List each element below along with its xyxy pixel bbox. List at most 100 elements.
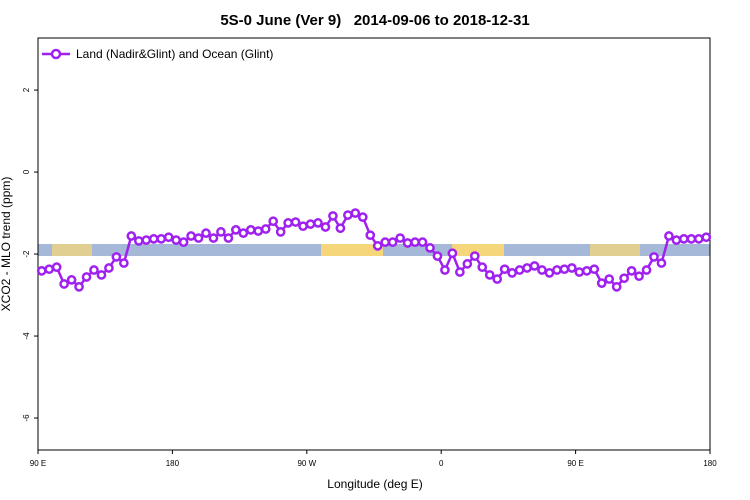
chart-title: 5S-0 June (Ver 9) 2014-09-06 to 2018-12-… bbox=[220, 12, 529, 29]
point bbox=[51, 262, 62, 273]
x-tick-label: 90 W bbox=[297, 459, 316, 468]
point bbox=[611, 281, 622, 292]
land-patch bbox=[52, 244, 92, 256]
y-tick-label: 2 bbox=[22, 87, 31, 92]
point bbox=[111, 252, 122, 262]
point bbox=[679, 234, 689, 244]
x-tick-label: 0 bbox=[439, 459, 444, 468]
point bbox=[81, 272, 92, 282]
point bbox=[574, 267, 585, 277]
point bbox=[529, 261, 540, 271]
point bbox=[477, 262, 488, 273]
point bbox=[455, 267, 465, 277]
point bbox=[260, 224, 271, 234]
point bbox=[432, 251, 443, 261]
point bbox=[447, 248, 458, 259]
x-tick-label: 90 E bbox=[30, 459, 46, 468]
point bbox=[186, 231, 196, 241]
point bbox=[417, 237, 428, 248]
point bbox=[499, 264, 510, 275]
point bbox=[440, 265, 450, 275]
point bbox=[96, 270, 107, 280]
point bbox=[641, 265, 652, 275]
legend-label: Land (Nadir&Glint) and Ocean (Glint) bbox=[76, 47, 273, 61]
y-tick-label: 0 bbox=[22, 169, 31, 174]
point bbox=[664, 231, 674, 241]
point bbox=[387, 237, 398, 248]
map-band bbox=[38, 244, 710, 256]
point bbox=[320, 222, 331, 232]
point bbox=[141, 235, 152, 245]
point bbox=[357, 212, 368, 222]
point bbox=[245, 225, 256, 235]
point bbox=[343, 210, 353, 220]
point bbox=[469, 251, 480, 261]
point bbox=[290, 217, 301, 227]
point bbox=[626, 266, 637, 276]
point bbox=[350, 208, 361, 218]
point bbox=[275, 227, 286, 237]
point bbox=[104, 263, 114, 273]
point bbox=[268, 216, 279, 227]
point bbox=[365, 230, 376, 241]
point bbox=[559, 264, 570, 275]
point bbox=[44, 264, 55, 275]
point bbox=[462, 259, 473, 269]
point bbox=[59, 279, 69, 289]
point bbox=[119, 258, 129, 268]
point bbox=[372, 240, 383, 251]
point bbox=[305, 219, 316, 229]
point bbox=[238, 228, 249, 238]
point bbox=[148, 234, 159, 244]
point bbox=[514, 265, 525, 275]
y-tick-label: -4 bbox=[22, 332, 31, 340]
point bbox=[126, 231, 137, 241]
point bbox=[89, 265, 99, 275]
point bbox=[671, 235, 682, 245]
point bbox=[313, 218, 323, 228]
point bbox=[567, 263, 577, 273]
point bbox=[619, 273, 629, 284]
point bbox=[74, 281, 84, 292]
point bbox=[686, 234, 697, 244]
point bbox=[171, 235, 181, 245]
land-patch bbox=[590, 244, 640, 256]
y-axis-label: XCO2 - MLO trend (ppm) bbox=[0, 177, 13, 312]
point bbox=[193, 233, 204, 243]
point bbox=[231, 225, 241, 235]
point bbox=[380, 237, 391, 248]
point bbox=[208, 233, 219, 243]
point bbox=[66, 275, 77, 285]
point bbox=[402, 238, 413, 248]
point bbox=[216, 227, 226, 237]
point bbox=[156, 234, 167, 244]
point bbox=[410, 237, 420, 248]
point bbox=[328, 211, 338, 221]
point bbox=[604, 274, 615, 284]
point bbox=[596, 278, 607, 289]
point bbox=[163, 232, 174, 243]
x-tick-label: 180 bbox=[166, 459, 180, 468]
y-tick-label: -2 bbox=[22, 250, 31, 258]
point bbox=[335, 223, 346, 234]
point bbox=[395, 233, 405, 243]
point bbox=[201, 228, 211, 238]
point bbox=[492, 274, 503, 284]
land-patch bbox=[452, 244, 504, 256]
point bbox=[484, 270, 495, 280]
point bbox=[552, 265, 562, 275]
point bbox=[693, 234, 704, 244]
point bbox=[544, 268, 555, 278]
point bbox=[133, 236, 144, 246]
point bbox=[581, 266, 592, 276]
point bbox=[298, 221, 308, 232]
point bbox=[283, 218, 293, 228]
point bbox=[507, 268, 517, 278]
point bbox=[656, 258, 667, 268]
point bbox=[36, 266, 47, 276]
y-tick-label: -6 bbox=[22, 414, 31, 422]
x-tick-label: 90 E bbox=[567, 459, 583, 468]
x-axis-label: Longitude (deg E) bbox=[327, 477, 422, 491]
land-patch bbox=[321, 244, 383, 256]
